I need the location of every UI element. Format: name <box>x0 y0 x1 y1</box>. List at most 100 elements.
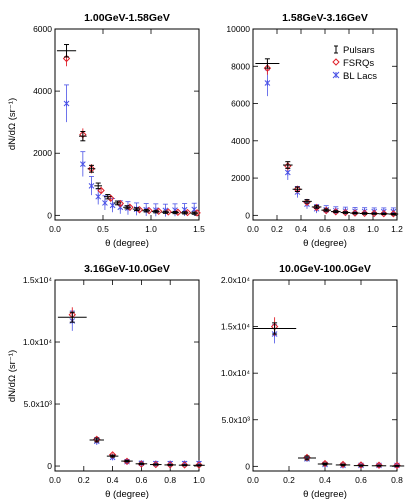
legend-entry-label: BL Lacs <box>343 71 377 82</box>
panel-title: 1.00GeV-1.58GeV <box>84 12 170 24</box>
y-tick-label: 2.0x10⁴ <box>221 275 251 285</box>
fsrq-point <box>263 64 272 72</box>
y-tick-label: 2000 <box>231 173 250 183</box>
fsrq-point <box>106 194 115 202</box>
y-axis-label-bottom: dN/dΩ (sr⁻¹) <box>7 350 18 402</box>
panel-1: 1.00GeV-1.58GeV 0.0 0.5 1.0 1.5 0 2000 4000 6000… <box>33 12 205 249</box>
bllac-point <box>95 193 102 200</box>
x-tick-label: 1.0 <box>145 224 157 234</box>
y-tick-label: 1.5x10⁴ <box>23 275 53 285</box>
y-tick-label: 1.0x10⁴ <box>23 337 53 347</box>
legend: Pulsars FSRQs BL Lacs <box>332 45 377 82</box>
plot-frame <box>54 279 200 472</box>
fsrq-point <box>126 203 134 211</box>
x-tick-label: 0.4 <box>295 224 307 234</box>
x-tick-label: 0.0 <box>247 475 259 485</box>
series-fsrqs <box>62 50 201 217</box>
x-tick-label: 0.8 <box>164 475 176 485</box>
fsrq-point <box>380 209 388 218</box>
x-tick-label: 0.4 <box>319 475 331 485</box>
y-axis-label-top: dN/dΩ (sr⁻¹) <box>7 98 18 150</box>
x-tick-label: 0.0 <box>247 224 259 234</box>
legend-bllac-marker <box>332 71 340 79</box>
bllac-point <box>88 182 95 189</box>
y-tick-label: 1.5x10⁴ <box>221 322 251 332</box>
series-bl-lacs <box>63 84 198 217</box>
panel-3: 3.16GeV-10.0GeV 0.0 0.2 0.4 0.6 0.8 1.0 0 5.0x10… <box>23 263 205 500</box>
x-tick-label: 0.0 <box>49 224 61 234</box>
y-tick-label: 0 <box>47 210 52 220</box>
bllac-point <box>79 161 86 168</box>
panel-4: 10.0GeV-100.0GeV 0.0 0.2 0.4 0.6 0.8 0 5.0x10³ 1… <box>221 263 405 500</box>
fsrq-point <box>62 54 71 63</box>
bllac-point <box>102 199 108 206</box>
series-pulsars <box>57 311 205 467</box>
x-tick-label: 0.8 <box>391 475 403 485</box>
series-bl-lacs <box>271 324 400 469</box>
x-tick-label: 1.2 <box>391 224 403 234</box>
plot-frame <box>252 28 398 221</box>
x-axis-label: θ (degree) <box>105 489 149 500</box>
bllac-point <box>264 80 271 87</box>
fsrq-point <box>321 459 329 468</box>
bllac-point <box>63 100 70 107</box>
fsrq-point <box>370 209 378 218</box>
x-tick-label: 0.6 <box>135 475 147 485</box>
series-pulsars <box>255 58 399 216</box>
fsrq-point <box>108 451 117 459</box>
plot-frame <box>252 279 398 472</box>
x-tick-label: 0.6 <box>319 224 331 234</box>
panel-2: 1.58GeV-3.16GeV 0.0 0.2 0.4 0.6 0.8 1.0 1.2 0 200… <box>226 12 403 249</box>
x-tick-label: 0.2 <box>271 224 283 234</box>
y-tick-label: 0 <box>47 461 52 471</box>
x-tick-label: 0.0 <box>49 475 61 485</box>
x-tick-label: 1.0 <box>193 475 205 485</box>
x-axis-label: θ (degree) <box>105 238 149 249</box>
y-tick-label: 5.0x10³ <box>222 415 251 425</box>
x-tick-label: 0.2 <box>283 475 295 485</box>
series-fsrqs <box>263 61 398 218</box>
y-tick-label: 1.0x10⁴ <box>221 368 251 378</box>
bllac-point <box>109 202 116 209</box>
panel-title: 3.16GeV-10.0GeV <box>84 263 170 275</box>
y-tick-label: 5.0x10³ <box>24 399 53 409</box>
fsrq-point <box>195 461 203 469</box>
series-pulsars <box>253 322 405 467</box>
panel-title: 1.58GeV-3.16GeV <box>282 12 368 24</box>
series-fsrqs <box>270 317 401 470</box>
y-tick-label: 8000 <box>231 61 250 71</box>
x-tick-label: 0.4 <box>107 475 119 485</box>
fsrq-point <box>339 460 347 469</box>
x-tick-label: 0.8 <box>343 224 355 234</box>
y-tick-label: 0 <box>245 461 250 471</box>
fsrq-point <box>293 185 302 193</box>
x-tick-label: 1.5 <box>193 224 205 234</box>
fsrq-point <box>375 461 383 469</box>
legend-fsrq-marker <box>332 58 340 66</box>
fsrq-point <box>389 210 398 218</box>
y-tick-label: 6000 <box>231 99 250 109</box>
x-tick-label: 0.5 <box>97 224 109 234</box>
y-tick-label: 4000 <box>231 136 250 146</box>
series-pulsars <box>56 44 199 215</box>
legend-entry-label: FSRQs <box>343 58 374 69</box>
y-tick-label: 6000 <box>33 24 52 34</box>
y-tick-label: 0 <box>245 210 250 220</box>
x-tick-label: 0.2 <box>78 475 90 485</box>
x-tick-label: 0.6 <box>355 475 367 485</box>
fsrq-point <box>393 461 401 470</box>
y-tick-label: 10000 <box>226 24 250 34</box>
y-tick-label: 2000 <box>33 148 52 158</box>
fsrq-point <box>97 186 105 195</box>
fsrq-point <box>180 461 189 469</box>
x-axis-label: θ (degree) <box>303 238 347 249</box>
legend-entry-label: Pulsars <box>343 45 375 56</box>
x-tick-label: 1.0 <box>367 224 379 234</box>
fsrq-point <box>357 461 365 469</box>
series-fsrqs <box>68 307 203 469</box>
x-axis-label: θ (degree) <box>303 489 347 500</box>
fsrq-point <box>166 461 174 469</box>
plot-frame <box>54 28 200 221</box>
y-tick-label: 4000 <box>33 86 52 96</box>
